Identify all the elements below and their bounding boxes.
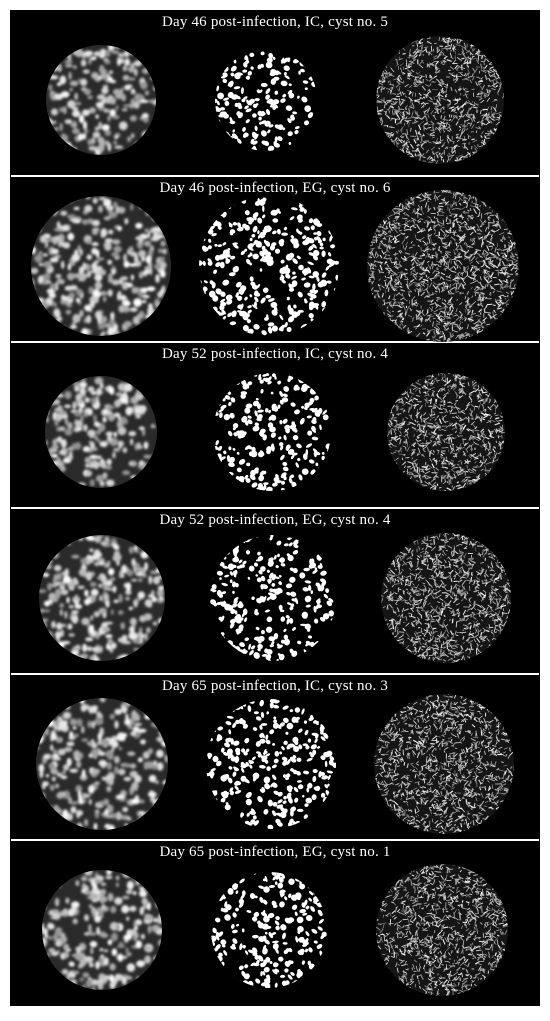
cyst-circle (381, 533, 511, 663)
cyst-circle (376, 864, 508, 996)
panel-1: Day 46 post-infection, EG, cyst no. 6 (11, 177, 539, 343)
panel-0: Day 46 post-infection, IC, cyst no. 5 (11, 11, 539, 177)
circle-wrap-1 (199, 197, 339, 335)
circle-wrap-2 (367, 197, 519, 335)
circle-row (11, 675, 539, 839)
circle-wrap-0 (39, 529, 165, 667)
circle-wrap-2 (374, 695, 514, 833)
cyst-circle (42, 870, 162, 990)
circle-row (11, 177, 539, 341)
circle-row (11, 11, 539, 175)
circle-wrap-1 (215, 31, 317, 169)
circle-wrap-1 (210, 529, 336, 667)
circle-wrap-1 (206, 695, 336, 833)
cyst-circle (31, 196, 171, 336)
panel-4: Day 65 post-infection, IC, cyst no. 3 (11, 675, 539, 841)
circle-wrap-0 (46, 31, 156, 169)
cyst-circle (376, 36, 504, 164)
cyst-circle (206, 699, 336, 829)
circle-wrap-2 (387, 363, 505, 501)
cyst-circle (36, 698, 168, 830)
circle-wrap-0 (31, 197, 171, 335)
cyst-circle (39, 535, 165, 661)
cyst-circle (215, 49, 317, 151)
circle-wrap-1 (211, 861, 327, 999)
panel-2: Day 52 post-infection, IC, cyst no. 4 (11, 343, 539, 509)
panel-3: Day 52 post-infection, EG, cyst no. 4 (11, 509, 539, 675)
circle-wrap-1 (213, 363, 331, 501)
circle-wrap-2 (376, 861, 508, 999)
cyst-circle (210, 535, 336, 661)
circle-wrap-0 (45, 363, 157, 501)
panel-5: Day 65 post-infection, EG, cyst no. 1 (11, 841, 539, 1005)
circle-wrap-0 (36, 695, 168, 833)
cyst-circle (46, 45, 156, 155)
circle-row (11, 343, 539, 507)
cyst-circle (387, 373, 505, 491)
cyst-circle (374, 694, 514, 834)
circle-row (11, 509, 539, 673)
circle-wrap-2 (381, 529, 511, 667)
cyst-circle (199, 196, 339, 336)
cyst-figure: Day 46 post-infection, IC, cyst no. 5Day… (10, 10, 540, 1006)
cyst-circle (367, 190, 519, 342)
cyst-circle (211, 872, 327, 988)
circle-row (11, 841, 539, 1005)
circle-wrap-2 (376, 31, 504, 169)
circle-wrap-0 (42, 861, 162, 999)
cyst-circle (45, 376, 157, 488)
cyst-circle (213, 373, 331, 491)
